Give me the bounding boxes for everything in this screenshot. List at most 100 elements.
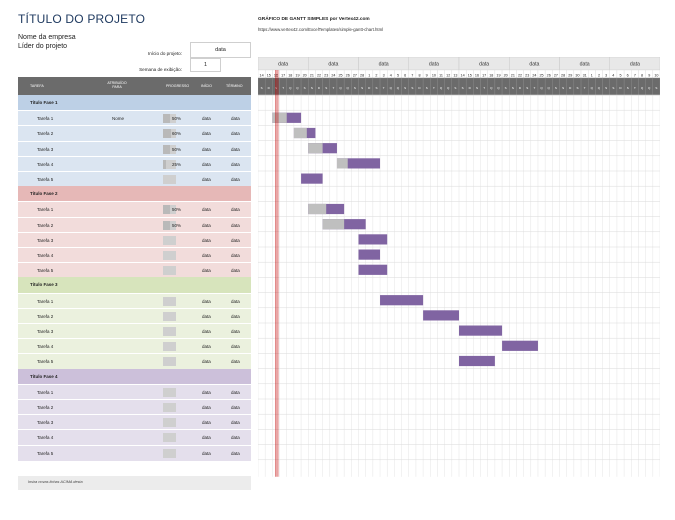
project-start-input[interactable]: data <box>190 42 251 58</box>
task-start: data <box>202 450 211 456</box>
day-letter: S <box>512 86 514 90</box>
phase-header-row[interactable]: Título Fase 2 <box>18 186 251 202</box>
task-end: data <box>231 237 240 243</box>
day-letter: S <box>655 86 657 90</box>
phase-header-row[interactable]: Título Fase 4 <box>18 368 251 384</box>
progress-bar <box>163 175 176 184</box>
task-row[interactable]: Tarefa 1 data data <box>18 383 251 400</box>
task-row[interactable]: Tarefa 3 data data <box>18 323 251 340</box>
task-end: data <box>231 420 240 426</box>
task-end: data <box>231 146 240 152</box>
display-week-label: Semana de exibição: <box>139 67 182 72</box>
task-end: data <box>231 313 240 319</box>
task-row[interactable]: Tarefa 1 Nome data data 50% <box>18 110 251 127</box>
task-bar <box>459 355 495 367</box>
task-row[interactable]: Tarefa 2 data data <box>18 307 251 324</box>
day-number: 12 <box>446 73 450 77</box>
day-letter: S <box>426 86 428 90</box>
header-end: TÉRMINO <box>226 84 243 88</box>
task-end: data <box>231 177 240 182</box>
day-letter: Q <box>390 86 393 90</box>
progress-bar <box>163 159 176 169</box>
task-end: data <box>231 222 240 228</box>
company-name[interactable]: Nome da empresa <box>18 34 76 41</box>
task-bar-progress <box>272 112 287 123</box>
task-row[interactable]: Tarefa 1 data data <box>18 292 251 309</box>
task-row[interactable]: Tarefa 5 data data <box>18 444 251 461</box>
day-number: 25 <box>539 73 543 77</box>
progress-bar <box>163 357 176 367</box>
phase-header-row[interactable]: Título Fase 3 <box>18 277 251 293</box>
day-number: 11 <box>439 73 443 77</box>
task-bar-progress <box>336 158 348 169</box>
day-number: 22 <box>518 73 522 77</box>
day-letter: Q <box>347 86 350 90</box>
progress-fill <box>163 144 170 154</box>
task-row[interactable]: Tarefa 4 data data <box>18 338 251 355</box>
task-bar <box>336 158 381 169</box>
progress-text: 50% <box>172 222 182 228</box>
task-start: data <box>202 268 211 274</box>
header-task: TAREFA <box>30 84 44 88</box>
day-letter: Q <box>289 86 292 90</box>
week-date-label: data <box>580 62 590 68</box>
task-bar-progress <box>308 203 327 215</box>
day-letter: S <box>576 86 578 90</box>
task-end: data <box>231 298 240 304</box>
task-row[interactable]: Tarefa 1 data data 50% <box>18 201 251 218</box>
task-row[interactable]: Tarefa 5 data data <box>18 262 251 279</box>
day-letter: D <box>268 86 271 90</box>
task-name: Tarefa 5 <box>37 359 54 365</box>
progress-bar <box>163 114 176 124</box>
task-start: data <box>202 435 211 441</box>
day-letter: S <box>526 86 528 90</box>
task-name: Tarefa 2 <box>37 405 54 410</box>
task-row[interactable]: Tarefa 5 data data <box>18 171 251 188</box>
task-row[interactable]: Tarefa 2 data data <box>18 399 251 416</box>
progress-bar <box>163 296 176 306</box>
progress-bar <box>163 129 176 139</box>
task-row[interactable]: Tarefa 5 data data <box>18 353 251 370</box>
day-letter: Q <box>296 86 299 90</box>
task-row[interactable]: Tarefa 2 data data 50% <box>18 216 251 233</box>
day-letter: S <box>404 86 406 90</box>
day-letter: T <box>584 86 586 90</box>
task-row[interactable]: Tarefa 3 data data <box>18 231 251 248</box>
task-start: data <box>202 237 211 243</box>
task-start: data <box>202 131 211 137</box>
phase-title: Título Fase 3 <box>30 282 58 288</box>
day-number: 26 <box>547 73 551 77</box>
task-bar-progress <box>308 143 323 154</box>
task-row[interactable]: Tarefa 4 data data <box>18 429 251 446</box>
gantt-url-link[interactable]: https://www.vertex42.com/ExcelTemplates/… <box>258 27 384 32</box>
day-letter: Q <box>598 86 601 90</box>
task-row[interactable]: Tarefa 2 data data 60% <box>18 125 251 142</box>
task-start: data <box>202 329 211 334</box>
day-letter: S <box>462 86 464 90</box>
day-letter: D <box>569 86 572 90</box>
day-number: 7 <box>411 73 413 77</box>
day-letter: S <box>361 86 363 90</box>
day-number: 15 <box>267 73 271 77</box>
day-letter: S <box>555 86 557 90</box>
week-date-label: data <box>529 62 539 68</box>
day-letter: Q <box>497 86 500 90</box>
task-row[interactable]: Tarefa 4 data data 25% <box>18 155 251 172</box>
progress-bar <box>163 448 176 458</box>
project-title[interactable]: TÍTULO DO PROJETO <box>18 12 146 26</box>
task-row[interactable]: Tarefa 3 data data 50% <box>18 140 251 157</box>
footer-note: Insira novas linhas ACIMA desta <box>28 480 83 484</box>
task-start: data <box>202 146 211 152</box>
progress-fill <box>163 205 170 215</box>
display-week-input[interactable]: 1 <box>190 58 221 72</box>
task-row[interactable]: Tarefa 3 data data <box>18 414 251 431</box>
day-number: 29 <box>568 73 572 77</box>
day-letter: S <box>261 86 263 90</box>
project-leader[interactable]: Líder do projeto <box>18 43 68 50</box>
progress-bar <box>163 418 176 428</box>
day-number: 2 <box>598 73 600 77</box>
progress-bar <box>163 433 176 443</box>
task-row[interactable]: Tarefa 4 data data <box>18 247 251 264</box>
phase-header-row[interactable]: Título Fase 1 <box>18 95 251 111</box>
task-end: data <box>231 268 240 274</box>
